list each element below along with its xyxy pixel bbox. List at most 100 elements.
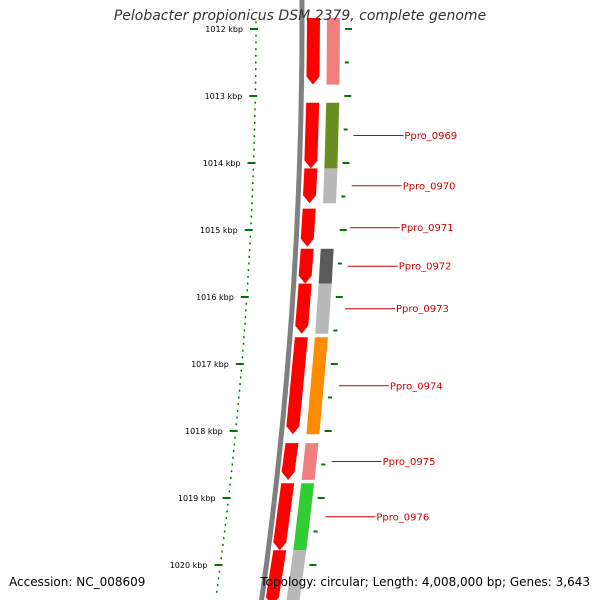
cog-block <box>293 483 315 551</box>
ring-tick <box>327 396 332 399</box>
ring-tick <box>341 195 346 198</box>
ruler-dot <box>255 61 257 64</box>
ruler-dot <box>243 329 246 332</box>
ruler-dot <box>248 262 250 265</box>
ruler-dot <box>246 282 249 285</box>
ruler-dot <box>253 141 255 144</box>
cds-arrow <box>273 483 295 551</box>
ruler-dot <box>223 530 226 533</box>
gene-label: Ppro_0975 <box>383 457 436 468</box>
ruler-dot <box>252 182 254 185</box>
ruler-dot <box>222 543 224 546</box>
kbp-label: 1014 kbp <box>203 159 241 168</box>
ring-tick <box>344 61 349 64</box>
ruler-dot <box>255 48 257 51</box>
ruler-dot <box>233 443 236 446</box>
ruler-dot <box>229 483 231 486</box>
gene-label: Ppro_0974 <box>390 381 443 392</box>
cog-block <box>323 168 338 204</box>
ruler-major-tick <box>244 229 253 231</box>
ruler-dot <box>238 396 240 399</box>
cds-arrow <box>281 443 299 480</box>
ruler-dot <box>227 503 229 506</box>
cds-arrow <box>300 208 316 247</box>
ruler-dot <box>244 316 247 319</box>
ruler-dot <box>243 336 245 339</box>
kbp-ruler: 1012 kbp 1013 kbp 1014 kbp 1015 kbp 1016 kbp… <box>170 21 258 593</box>
ruler-dot <box>242 349 244 352</box>
ruler-dot <box>235 423 238 426</box>
ruler-dot <box>255 54 257 57</box>
ruler-dot <box>230 476 232 479</box>
ruler-dot <box>221 550 223 553</box>
ruler-dot <box>254 115 256 118</box>
ruler-dot <box>250 222 252 225</box>
ruler-dot <box>236 409 239 412</box>
ruler-dot <box>248 249 251 252</box>
ruler-dot <box>255 21 257 24</box>
ring-tick <box>345 28 352 30</box>
cds-arrow <box>286 337 308 435</box>
ring-tick <box>313 530 318 533</box>
ruler-dot <box>241 356 244 359</box>
ruler-dot <box>216 590 218 593</box>
ruler-major-tick <box>250 28 258 30</box>
cog-block <box>301 443 319 480</box>
ruler-dot <box>223 537 225 540</box>
gene-label: Ppro_0972 <box>399 262 452 273</box>
ring-tick <box>324 430 332 432</box>
ruler-dot <box>245 302 248 305</box>
ruler-dot <box>224 523 227 526</box>
gene-labels: Ppro_0969 Ppro_0970 Ppro_0971 Ppro_0972 Ppro… <box>325 131 457 523</box>
ruler-dot <box>254 121 256 124</box>
accession-text: Accession: NC_008609 <box>9 575 146 589</box>
ruler-dot <box>253 148 255 151</box>
ruler-major-tick <box>229 430 238 432</box>
ruler-dot <box>254 88 257 91</box>
ring-ticks <box>309 28 352 566</box>
ruler-dot <box>252 168 255 171</box>
ring-tick <box>339 229 347 231</box>
ruler-dot <box>238 389 241 392</box>
kbp-label: 1013 kbp <box>205 92 243 101</box>
kbp-label: 1012 kbp <box>205 25 243 34</box>
ruler-dot <box>251 188 254 191</box>
kbp-label: 1015 kbp <box>200 226 238 235</box>
ruler-dot <box>240 369 242 372</box>
ruler-dot <box>236 416 238 419</box>
kbp-label: 1020 kbp <box>170 561 208 570</box>
ruler-major-tick <box>235 363 244 365</box>
ruler-dot <box>253 155 255 158</box>
ruler-major-tick <box>214 564 223 566</box>
ruler-dot <box>234 436 236 439</box>
ruler-dot <box>226 510 228 513</box>
ruler-dot <box>252 175 254 178</box>
ring-tick <box>333 329 338 332</box>
gene-label: Ppro_0973 <box>396 304 449 315</box>
ruler-dot <box>251 202 253 205</box>
ruler-dot <box>237 403 239 406</box>
cog-block <box>318 248 334 284</box>
ruler-dot <box>244 322 246 325</box>
genome-backbone <box>259 0 305 600</box>
cog-block <box>306 337 328 435</box>
kbp-label: 1016 kbp <box>196 293 234 302</box>
cog-block <box>326 18 340 85</box>
ruler-major-tick <box>222 497 231 499</box>
cds-arrow <box>298 248 314 284</box>
ring-tick <box>337 262 342 265</box>
ruler-dot <box>255 34 257 37</box>
ruler-dot <box>230 470 233 473</box>
genome-summary-text: Topology: circular; Length: 4,008,000 bp… <box>260 575 590 589</box>
kbp-label: 1019 kbp <box>178 494 216 503</box>
ring-tick <box>317 497 325 499</box>
ruler-dot <box>218 570 221 573</box>
ruler-dot <box>242 342 245 345</box>
ruler-dot <box>254 81 257 84</box>
ruler-dot <box>253 128 256 131</box>
cds-arrow <box>295 283 312 334</box>
cds-arrow <box>265 550 287 600</box>
ruler-dot <box>225 517 227 520</box>
ring-tick <box>321 463 326 466</box>
